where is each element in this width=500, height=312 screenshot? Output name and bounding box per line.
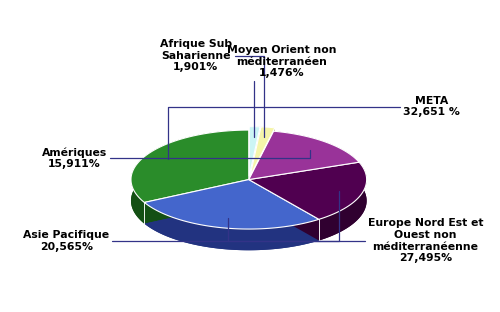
Text: Moyen Orient non
méditerranéen
1,476%: Moyen Orient non méditerranéen 1,476% xyxy=(227,45,336,137)
Polygon shape xyxy=(131,130,249,224)
Polygon shape xyxy=(249,162,366,219)
Polygon shape xyxy=(261,127,275,149)
Text: Europe Nord Est et
Ouest non
méditerranéenne
27,495%: Europe Nord Est et Ouest non méditerrané… xyxy=(228,218,484,263)
Polygon shape xyxy=(144,180,319,229)
Polygon shape xyxy=(249,127,260,148)
Polygon shape xyxy=(250,127,275,176)
Text: Afrique Sub
Saharienne
1,901%: Afrique Sub Saharienne 1,901% xyxy=(160,39,264,137)
Polygon shape xyxy=(144,201,319,250)
Text: Asie Pacifique
20,565%: Asie Pacifique 20,565% xyxy=(23,191,339,251)
Polygon shape xyxy=(249,183,366,241)
Polygon shape xyxy=(131,130,249,202)
Polygon shape xyxy=(249,127,260,176)
Text: META
32,651 %: META 32,651 % xyxy=(168,96,460,159)
Polygon shape xyxy=(250,148,275,197)
Polygon shape xyxy=(274,131,359,183)
Polygon shape xyxy=(319,162,366,241)
Polygon shape xyxy=(144,202,319,250)
Polygon shape xyxy=(249,148,260,197)
Polygon shape xyxy=(249,131,359,180)
Text: Amériques
15,911%: Amériques 15,911% xyxy=(42,147,310,169)
Polygon shape xyxy=(131,151,249,224)
Polygon shape xyxy=(249,152,359,201)
